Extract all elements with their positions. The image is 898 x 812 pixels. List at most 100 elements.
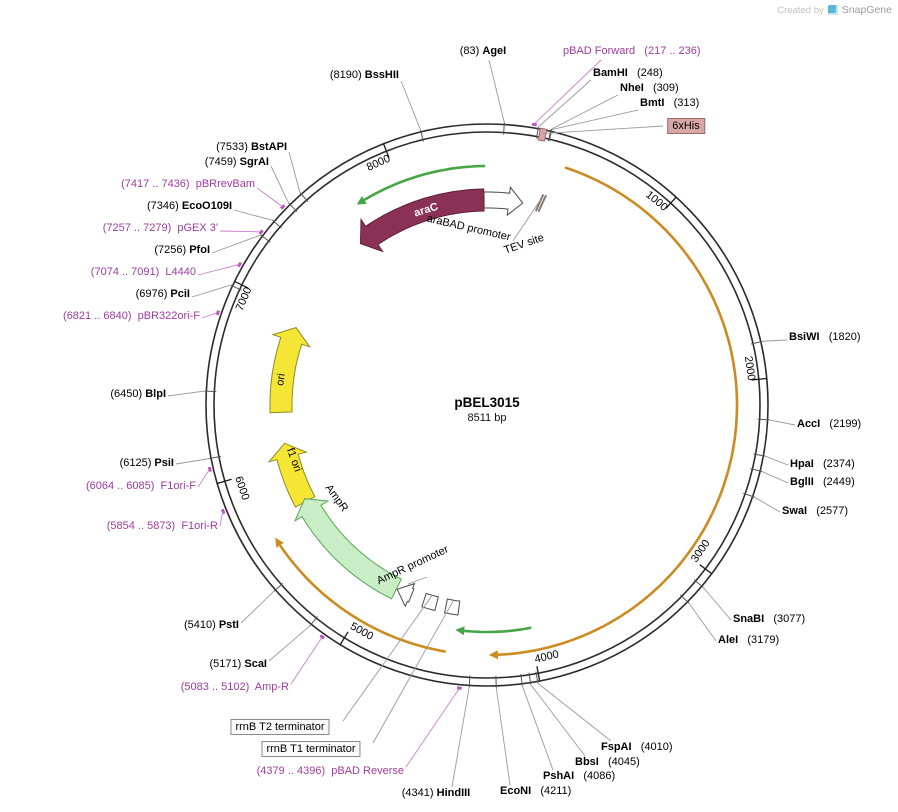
scale-tick-label: 1000 — [643, 189, 669, 214]
plasmid-size: 8511 bp — [467, 412, 507, 424]
enzyme-site-tick — [260, 234, 271, 243]
primer-tick-pBR322ori-F — [215, 310, 221, 316]
enzyme-site-tick — [503, 122, 505, 135]
enzyme-site-tick — [230, 284, 242, 291]
enzyme-site-tick — [753, 453, 766, 457]
scale-tick — [536, 666, 541, 682]
feature-AmpR — [293, 498, 402, 600]
callout-line-rrnB-T1-terminator — [372, 599, 455, 744]
scale-tick — [665, 196, 677, 209]
callout-line-pBAD-Reverse — [405, 688, 460, 768]
callout-line-SwaI — [754, 496, 781, 513]
primer-tick-pBAD-Forward — [531, 122, 537, 127]
scale-tick — [699, 564, 713, 575]
feature-label-ori: ori — [274, 373, 288, 387]
primer-tick-L4440 — [237, 261, 243, 268]
feature-TEV-site-leader-line — [512, 199, 541, 242]
enzyme-site-tick — [299, 192, 309, 202]
callout-line-BglII — [761, 471, 789, 484]
feature-AmpR-promoter-leader-line — [407, 576, 428, 585]
callout-line-NheI — [550, 94, 619, 130]
enzyme-site-tick — [535, 671, 539, 684]
credit: Created by SnapGene — [777, 4, 892, 16]
enzyme-site-tick — [548, 129, 553, 142]
scale-tick-label: 4000 — [533, 648, 560, 665]
callout-line-HpaI — [765, 455, 789, 466]
plasmid-title: pBEL3015 — [454, 395, 520, 410]
scale-tick-label: 6000 — [232, 475, 251, 502]
callout-line-BbsI — [530, 684, 586, 757]
callout-line-L4440 — [197, 263, 240, 276]
callout-line-BamHI — [538, 79, 592, 128]
enzyme-site-tick — [273, 583, 284, 592]
scale-tick — [382, 143, 390, 158]
feature-green-arc-top — [363, 164, 486, 202]
enzyme-site-tick — [535, 126, 540, 139]
feature-6xHis-feature — [537, 127, 548, 142]
primer-tick-F1ori-R — [220, 508, 226, 515]
callout-line-pGEX-3 — [219, 230, 261, 233]
callout-line-SnaBI — [702, 587, 732, 621]
feature-TEV-site-mark — [537, 194, 548, 213]
enzyme-site-tick — [272, 219, 282, 229]
credit-prefix: Created by — [777, 4, 824, 16]
scale-tick-label: 7000 — [234, 285, 255, 312]
feature-label-AmpR: AmpR — [323, 482, 351, 514]
backbone-circle — [213, 131, 761, 679]
callout-line-AgeI — [488, 59, 505, 123]
callout-line-PfoI — [211, 234, 261, 254]
callout-line-AccI — [769, 419, 796, 426]
callout-line-pBR322ori-F — [201, 312, 218, 319]
credit-brand: SnapGene — [841, 4, 892, 16]
callout-line-BmtI — [551, 109, 639, 130]
callout-line-F1ori-F — [197, 469, 210, 488]
enzyme-site-tick — [757, 418, 770, 421]
scale-tick — [234, 280, 249, 289]
callout-line-rrnB-T2-terminator — [342, 595, 433, 722]
callout-line-FspAI — [537, 683, 612, 742]
enzyme-site-tick — [547, 129, 552, 142]
feature-AmpR-promoter — [396, 582, 416, 608]
snapgene-logo-icon — [827, 5, 838, 15]
enzyme-site-tick — [750, 468, 763, 472]
scale-tick — [216, 478, 232, 485]
callout-line-AleI — [688, 602, 717, 642]
enzyme-site-tick — [468, 675, 471, 688]
scale-tick-label: 5000 — [348, 620, 375, 642]
callout-line-EcoNI — [495, 687, 511, 786]
enzyme-site-tick — [693, 579, 704, 588]
primer-tick-pBRrevBam — [280, 204, 286, 210]
callout-line-BstAPI — [288, 151, 301, 193]
feature-green-arc-top-arrowhead — [356, 196, 367, 205]
callout-line-BssHII — [400, 80, 421, 131]
enzyme-site-tick — [420, 129, 424, 142]
feature-rrnB-T1-terminator-feature — [444, 598, 461, 616]
callout-line-BlpI — [167, 390, 205, 397]
callout-line-PsiI — [175, 458, 210, 465]
callout-line-6xHis — [542, 125, 664, 135]
primer-tick-Amp-R — [319, 634, 325, 640]
feature-green-arc-bottom-arrowhead — [455, 626, 465, 636]
feature-orf-segment-2 — [279, 544, 447, 653]
callout-line-PshAI — [521, 685, 554, 771]
callout-line-ScaI — [268, 625, 311, 662]
primer-tick-pGEX-3- — [258, 229, 264, 235]
callout-line-Amp-R — [290, 637, 323, 685]
backbone-circle — [205, 123, 769, 687]
feature-label-araBAD-promoter: araBAD promoter — [426, 213, 512, 244]
feature-araC — [359, 188, 485, 253]
scale-tick — [339, 631, 349, 645]
callout-line-PstI — [240, 590, 275, 624]
enzyme-site-tick — [288, 202, 298, 213]
callout-line-EcoO109I — [233, 209, 273, 221]
feature-TEV-site-mark — [534, 193, 545, 212]
feature-f1-ori — [267, 442, 316, 508]
callout-line-BsiWI — [762, 339, 788, 342]
scale-tick-label: 3000 — [689, 538, 713, 565]
callout-line-SgrAI — [270, 165, 290, 204]
feature-orf-segment-2-arrowhead — [275, 537, 284, 548]
feature-green-arc-bottom — [464, 626, 532, 634]
scale-tick — [751, 377, 767, 381]
enzyme-site-tick — [209, 455, 222, 460]
